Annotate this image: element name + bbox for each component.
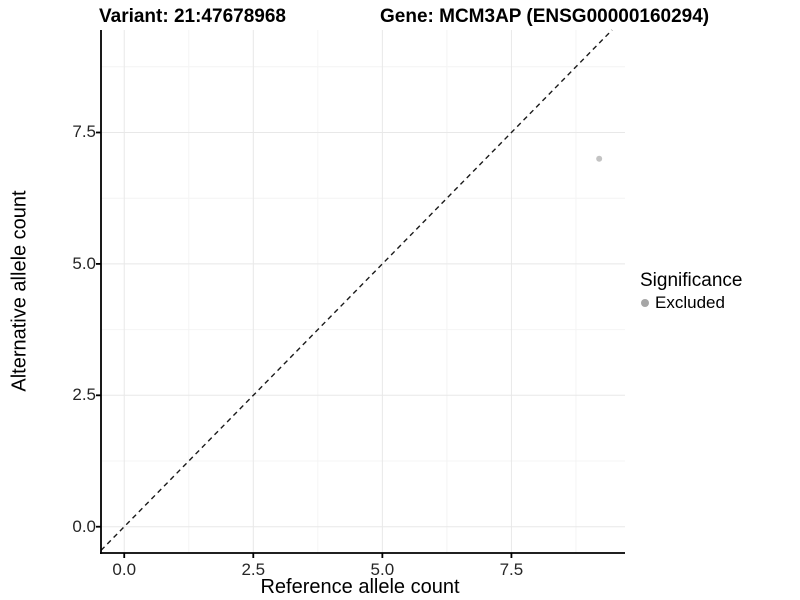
plot-title-variant: Variant: 21:47678968	[99, 6, 286, 27]
x-tick-label: 0.0	[112, 560, 137, 579]
y-tick-label: 2.5	[72, 385, 96, 405]
y-axis-title: Alternative allele count	[8, 190, 31, 392]
data-point	[596, 155, 603, 162]
legend-title: Significance	[640, 270, 743, 291]
plot-title-gene: Gene: MCM3AP (ENSG00000160294)	[380, 6, 710, 27]
legend-key-dot-icon	[641, 299, 649, 307]
legend-entry-excluded: Excluded	[640, 293, 742, 313]
y-tick-label: 7.5	[72, 122, 96, 142]
x-axis-title: Reference allele count	[260, 576, 460, 598]
x-tick-label: 5.0	[370, 560, 395, 579]
y-tick-label: 5.0	[72, 253, 96, 273]
legend: Significance Excluded	[640, 269, 742, 313]
x-tick-label: 2.5	[241, 560, 266, 579]
y-tick-label: 0.0	[72, 516, 96, 536]
x-tick-label: 7.5	[499, 560, 524, 579]
legend-entry-label: Excluded	[655, 293, 725, 312]
identity-line	[100, 29, 613, 551]
